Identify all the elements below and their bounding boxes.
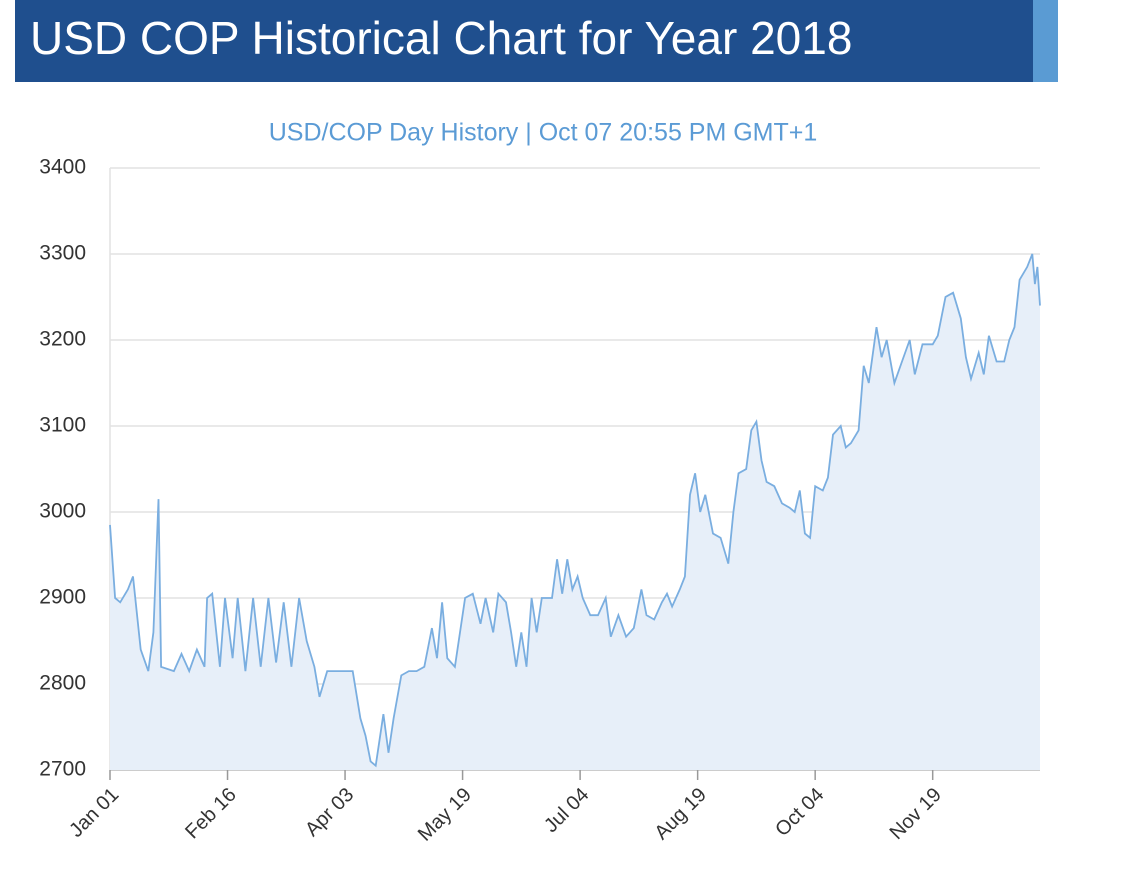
y-tick-label: 2700	[39, 758, 86, 781]
y-tick-label: 2900	[39, 586, 86, 609]
price-line	[109, 253, 1041, 768]
y-tick-label: 3400	[39, 156, 86, 179]
x-tick-label: Aug 19	[651, 784, 711, 844]
y-tick-label: 3300	[39, 242, 86, 265]
x-tick-label: Feb 16	[181, 784, 241, 844]
x-tick-label: Jan 01	[65, 784, 123, 842]
chart-title: USD/COP Day History | Oct 07 20:55 PM GM…	[269, 119, 818, 147]
y-tick-label: 2800	[39, 672, 86, 695]
y-tick-label: 3100	[39, 414, 86, 437]
area-fill	[110, 254, 1040, 770]
y-tick-label: 3000	[39, 500, 86, 523]
x-tick-label: Nov 19	[886, 784, 946, 844]
header-bar	[15, 0, 1033, 82]
y-tick-label: 3200	[39, 328, 86, 351]
x-tick-label: Jul 04	[540, 784, 593, 837]
page-title: USD COP Historical Chart for Year 2018	[30, 12, 852, 64]
x-tick-label: May 19	[414, 784, 476, 846]
x-tick-label: Apr 03	[301, 784, 358, 841]
x-tick-label: Oct 04	[771, 784, 828, 841]
header-accent	[1033, 0, 1058, 82]
